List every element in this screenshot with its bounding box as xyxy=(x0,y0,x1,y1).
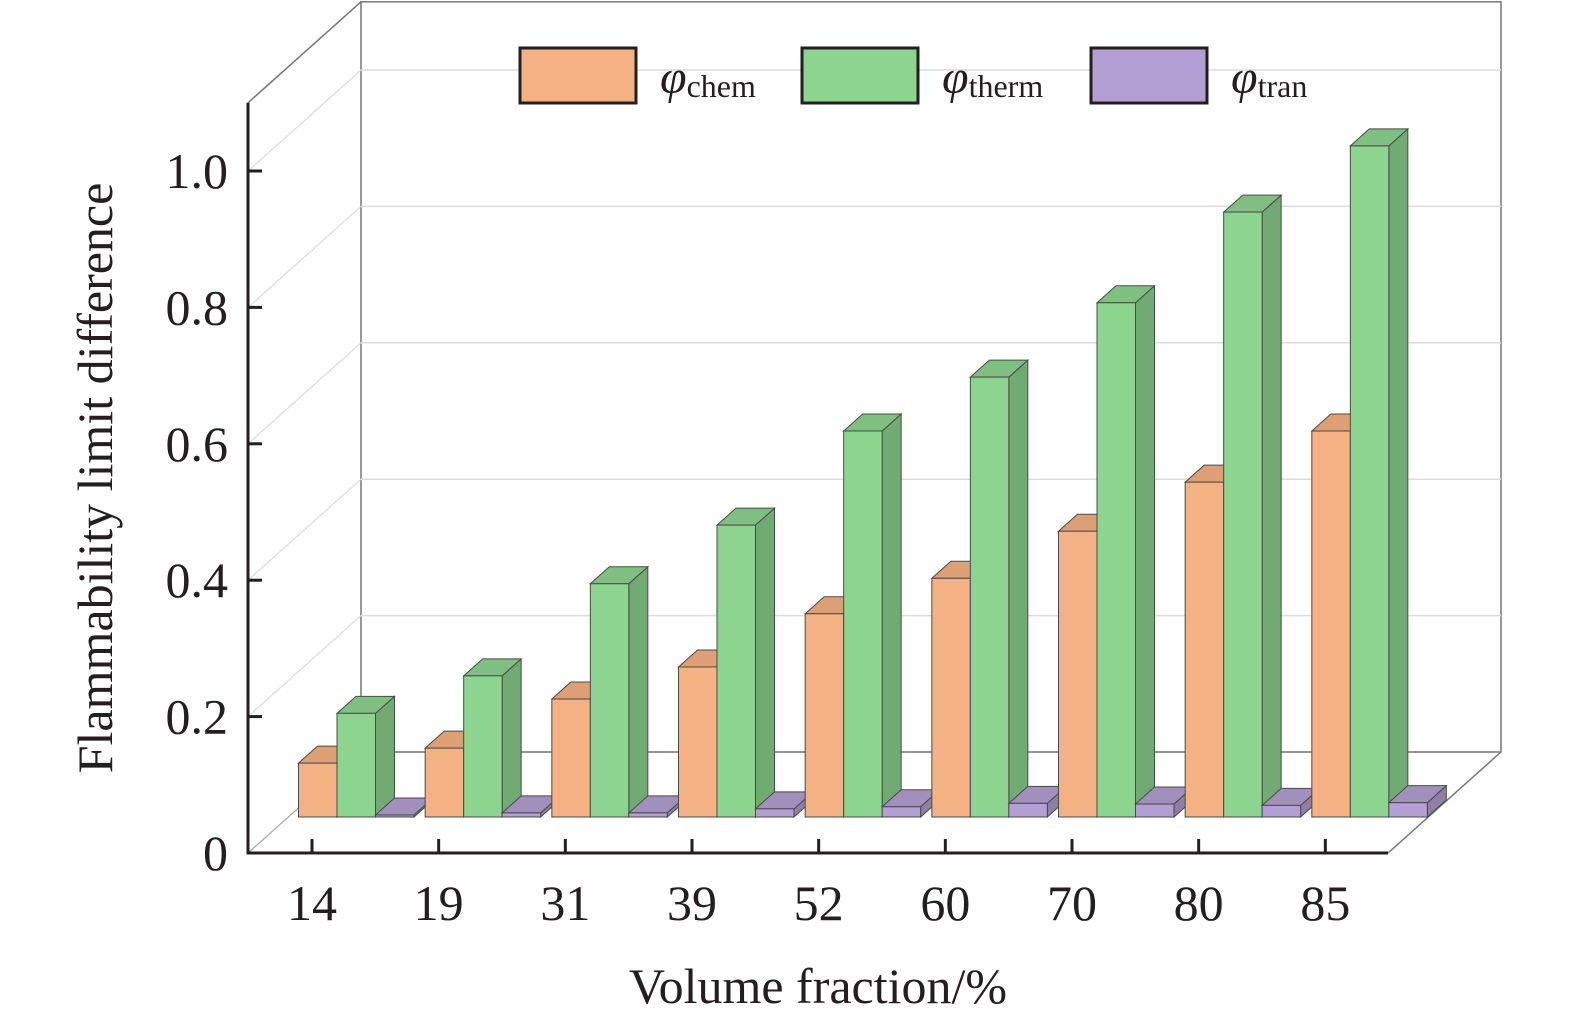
bar-front xyxy=(336,712,376,818)
side-gridline xyxy=(247,342,362,445)
legend-item-tran: φtran xyxy=(1089,46,1307,105)
axes xyxy=(246,102,1388,855)
bar-therm-52 xyxy=(842,412,903,819)
bar-tran-85 xyxy=(1387,784,1448,819)
bar-front xyxy=(804,613,845,818)
y-tick-label: 0.6 xyxy=(166,416,229,472)
bar-side xyxy=(628,565,649,819)
bar-front xyxy=(375,814,415,818)
legend-swatch xyxy=(518,46,638,105)
y-tick-label: 1.0 xyxy=(166,143,229,199)
bar-front xyxy=(1135,803,1175,818)
x-tick-label: 31 xyxy=(540,875,590,931)
legend-swatch xyxy=(800,46,920,105)
legend-item-therm: φtherm xyxy=(800,46,1043,105)
bar-front xyxy=(931,577,971,818)
legend-label: φtran xyxy=(1231,51,1307,104)
legend: φchem φtherm φtran xyxy=(518,46,1307,105)
bar-front xyxy=(1008,802,1048,818)
bar-side xyxy=(1388,127,1409,819)
bar-front xyxy=(1223,211,1263,818)
bar-therm-31 xyxy=(589,565,650,819)
x-tick-label: 19 xyxy=(414,875,464,931)
bar-front xyxy=(1096,302,1136,818)
x-tick-label: 14 xyxy=(287,875,337,931)
bar-front xyxy=(501,812,542,818)
side-gridline xyxy=(247,205,362,308)
x-tick-label: 39 xyxy=(667,875,717,931)
legend-label: φchem xyxy=(660,51,756,104)
bar-front xyxy=(755,808,795,818)
bar-front xyxy=(1349,145,1390,818)
bar-front xyxy=(969,376,1010,818)
bar-front xyxy=(1261,804,1302,818)
bar-side xyxy=(881,412,902,819)
bar-therm-70 xyxy=(1095,284,1156,819)
x-tick-label: 85 xyxy=(1300,875,1350,931)
side-gridline xyxy=(247,615,362,718)
bar-front xyxy=(298,762,338,818)
bar-therm-85 xyxy=(1349,127,1410,819)
bar-front xyxy=(463,675,503,818)
bar-therm-19 xyxy=(462,657,523,819)
legend-item-chem: φchem xyxy=(518,46,756,105)
bar-side xyxy=(1135,284,1155,819)
legend-label: φtherm xyxy=(942,51,1043,104)
legend-swatch xyxy=(1089,46,1209,105)
y-axis-title: Flammability limit difference xyxy=(67,183,123,774)
y-tick-label: 0.4 xyxy=(166,552,229,608)
bar-therm-80 xyxy=(1222,193,1283,819)
bar-side xyxy=(755,506,775,819)
bar-front xyxy=(843,430,883,818)
bar-side xyxy=(1008,358,1029,819)
bar-side xyxy=(501,657,522,819)
side-wall-edge xyxy=(247,1,362,104)
bar-front xyxy=(1058,530,1098,818)
y-tick-label: 0 xyxy=(203,825,228,881)
x-axis-title: Volume fraction/% xyxy=(629,958,1007,1014)
x-tick-label: 70 xyxy=(1047,875,1097,931)
bar-front xyxy=(1184,481,1225,818)
bar-front xyxy=(551,698,591,818)
bar-front xyxy=(424,747,465,818)
bar-front xyxy=(1311,430,1351,818)
bar-front xyxy=(589,583,630,818)
bar-front xyxy=(716,524,756,818)
side-gridline xyxy=(247,478,362,581)
bar-front xyxy=(881,806,922,818)
floor-edge xyxy=(1387,751,1502,854)
bar-therm-39 xyxy=(715,506,776,819)
bar-side xyxy=(375,695,395,819)
x-tick-label: 80 xyxy=(1174,875,1224,931)
tick-labels: 0 0.2 0.4 0.6 0.8 1.0 14 19 31 39 52 60 70 80 85 xyxy=(166,143,1351,931)
bar-therm-60 xyxy=(969,358,1030,819)
y-tick-label: 0.8 xyxy=(166,279,229,335)
bar-front xyxy=(628,812,668,818)
y-tick-label: 0.2 xyxy=(166,689,229,745)
x-tick-label: 60 xyxy=(920,875,970,931)
bar-front xyxy=(678,666,718,818)
bar-front xyxy=(1388,802,1428,818)
side-gridline xyxy=(247,69,362,172)
bars xyxy=(297,127,1448,819)
x-tick-label: 52 xyxy=(794,875,844,931)
bar-side xyxy=(1261,193,1282,819)
bar-therm-14 xyxy=(335,695,396,819)
